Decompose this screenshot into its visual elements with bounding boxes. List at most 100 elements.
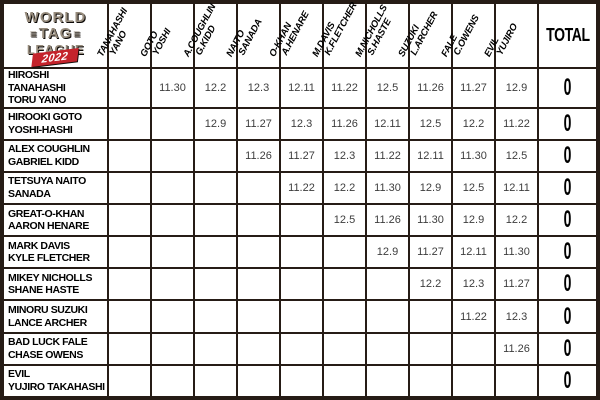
result-cell-label: 11.27 xyxy=(288,149,315,162)
result-cell: 12.3 xyxy=(281,108,322,139)
total-cell-label: 0 xyxy=(563,206,572,234)
result-cell: 12.11 xyxy=(453,237,494,268)
result-cell xyxy=(152,204,193,236)
result-cell xyxy=(109,301,150,332)
team-name-cell-label: TETSUYA NAITO SANADA xyxy=(8,175,86,200)
column-header: O-KHAN A.HENARE xyxy=(267,4,322,67)
team-name-cell-label: MARK DAVIS KYLE FLETCHER xyxy=(8,239,90,265)
result-cell-label: 12.9 xyxy=(419,181,442,194)
result-cell xyxy=(195,237,236,268)
total-cell: 0 xyxy=(539,301,596,332)
result-cell-label: 11.30 xyxy=(417,214,444,227)
result-cell-label: 12.3 xyxy=(247,81,270,94)
team-name-cell-label: HIROOKI GOTO YOSHI-HASHI xyxy=(8,111,82,136)
result-cell-label: 12.11 xyxy=(460,246,487,259)
total-cell-label: 0 xyxy=(563,73,572,101)
team-name-cell: GREAT-O-KHAN AARON HENARE xyxy=(4,204,107,236)
result-cell xyxy=(281,333,322,364)
result-cell xyxy=(109,108,150,139)
result-cell xyxy=(152,365,193,396)
team-name-cell-label: BAD LUCK FALE CHASE OWENS xyxy=(8,336,88,361)
result-cell: 12.11 xyxy=(281,69,322,107)
result-cell xyxy=(152,269,193,300)
result-cell-label: 12.11 xyxy=(503,181,530,194)
result-cell: 12.2 xyxy=(410,269,451,300)
result-cell: 12.11 xyxy=(367,108,408,139)
result-cell-label: 12.3 xyxy=(333,149,356,162)
result-cell: 12.9 xyxy=(195,108,236,139)
result-cell: 11.27 xyxy=(410,237,451,268)
result-cell xyxy=(281,365,322,396)
result-cell-label: 11.22 xyxy=(503,117,530,130)
result-cell: 12.9 xyxy=(410,172,451,203)
result-cell-label: 12.11 xyxy=(288,81,315,94)
total-cell-label: 0 xyxy=(563,334,572,362)
result-cell xyxy=(109,237,150,268)
result-cell-label: 11.30 xyxy=(159,81,186,94)
result-cell: 12.2 xyxy=(496,204,537,236)
result-cell-label: 12.2 xyxy=(204,81,227,94)
result-cell xyxy=(152,172,193,203)
team-name-cell-label: ALEX COUGHLIN GABRIEL KIDD xyxy=(8,143,90,168)
result-cell-label: 12.9 xyxy=(462,214,485,227)
result-cell: 12.11 xyxy=(410,140,451,171)
result-cell: 11.22 xyxy=(496,108,537,139)
result-cell xyxy=(281,269,322,300)
column-header: M.DAVIS K.FLETCHER xyxy=(310,1,365,67)
result-cell: 11.27 xyxy=(496,269,537,300)
total-cell-label: 0 xyxy=(563,109,572,137)
total-cell-label: 0 xyxy=(563,302,572,330)
result-cell: 12.2 xyxy=(453,108,494,139)
result-cell: 12.9 xyxy=(496,69,537,107)
result-cell xyxy=(195,333,236,364)
team-name-cell: BAD LUCK FALE CHASE OWENS xyxy=(4,333,107,364)
result-cell xyxy=(109,172,150,203)
self-match-cell xyxy=(410,301,451,332)
column-header: TANAHASHI YANO xyxy=(95,4,150,67)
result-cell: 12.5 xyxy=(453,172,494,203)
result-cell-label: 12.5 xyxy=(419,117,442,130)
result-cell xyxy=(109,333,150,364)
column-header: EVIL YUJIRO xyxy=(482,4,537,67)
result-cell xyxy=(109,140,150,171)
result-cell xyxy=(152,301,193,332)
result-cell: 12.5 xyxy=(367,69,408,107)
result-cell-label: 11.27 xyxy=(460,81,487,94)
result-cell xyxy=(238,301,279,332)
result-cell xyxy=(195,365,236,396)
total-cell: 0 xyxy=(539,269,596,300)
self-match-cell xyxy=(453,333,494,364)
result-cell-label: 12.3 xyxy=(462,278,485,291)
result-cell-label: 11.26 xyxy=(331,117,358,130)
result-cell: 12.9 xyxy=(453,204,494,236)
self-match-cell xyxy=(109,69,150,107)
result-cell-label: 11.22 xyxy=(460,310,487,323)
team-name-cell: TETSUYA NAITO SANADA xyxy=(4,172,107,203)
result-cell-label: 12.11 xyxy=(374,117,401,130)
self-match-cell xyxy=(238,172,279,203)
team-name-cell: MIKEY NICHOLLS SHANE HASTE xyxy=(4,269,107,300)
total-cell: 0 xyxy=(539,333,596,364)
result-cell: 12.9 xyxy=(367,237,408,268)
column-header: SUZUKI L.ARCHER xyxy=(396,4,451,67)
result-cell xyxy=(324,365,365,396)
result-cell xyxy=(324,269,365,300)
result-cell xyxy=(367,301,408,332)
result-cell-label: 11.22 xyxy=(374,149,401,162)
result-cell xyxy=(109,365,150,396)
result-cell-label: 11.27 xyxy=(245,117,272,130)
result-cell-label: 11.30 xyxy=(374,181,401,194)
team-name-cell: HIROOKI GOTO YOSHI-HASHI xyxy=(4,108,107,139)
result-cell-label: 12.2 xyxy=(505,214,528,227)
result-cell-label: 11.27 xyxy=(503,278,530,291)
result-cell-label: 11.26 xyxy=(503,342,530,355)
self-match-cell xyxy=(496,365,537,396)
result-cell-label: 12.9 xyxy=(376,246,399,259)
column-header: A.COUGHLIN G.KIDD xyxy=(181,2,236,67)
result-cell xyxy=(195,269,236,300)
total-cell: 0 xyxy=(539,108,596,139)
self-match-cell xyxy=(281,204,322,236)
column-header: GOTO YOSHI xyxy=(138,4,193,67)
result-cell xyxy=(195,301,236,332)
